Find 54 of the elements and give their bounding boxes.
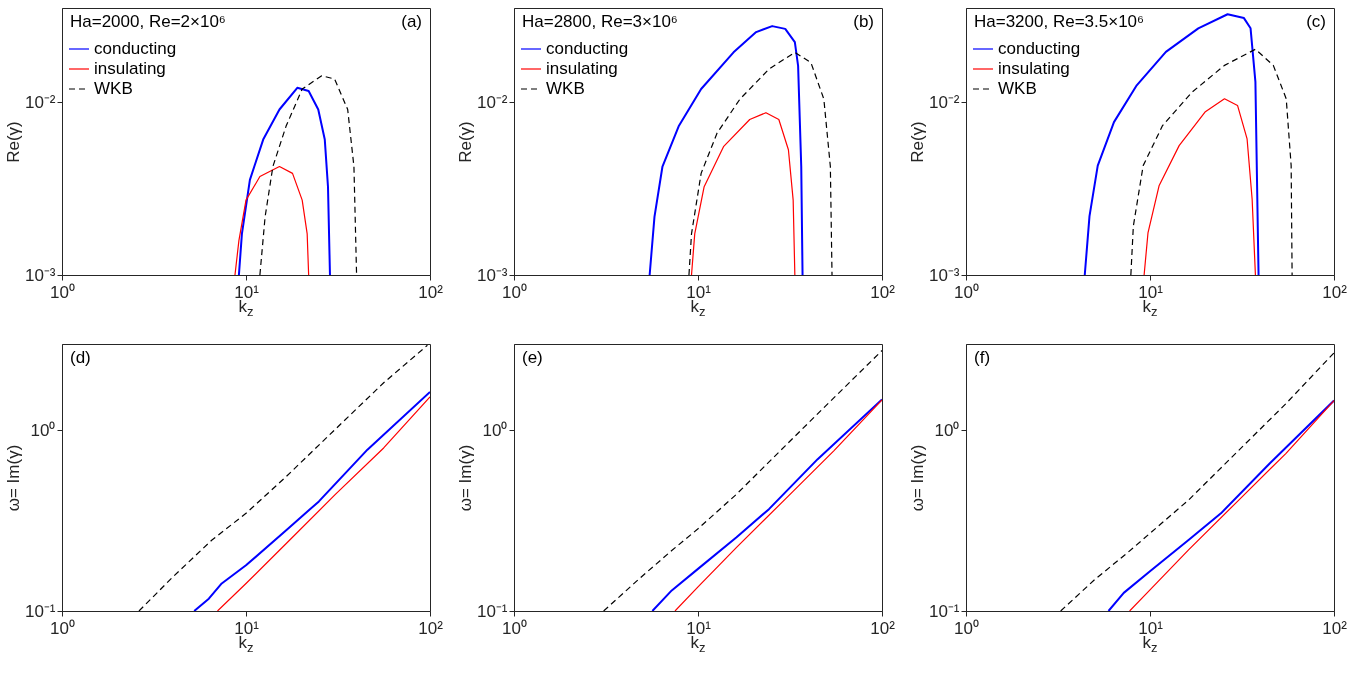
x-tick-label: 10² <box>870 618 896 638</box>
y-tick-label: 10⁰ <box>934 420 960 440</box>
annotation: (b) <box>853 12 874 31</box>
x-tick-label: 10⁰ <box>502 618 527 638</box>
x-tick-label: 10² <box>1322 618 1348 638</box>
y-axis-title: Re(γ) <box>455 121 475 163</box>
y-axis-title: ω= Im(γ) <box>455 444 475 512</box>
annotation: Ha=2000, Re=2×10⁶ <box>70 12 226 31</box>
x-tick-label: 10² <box>1322 282 1348 302</box>
x-tick-label: 10⁰ <box>50 282 75 302</box>
legend-label: insulating <box>546 59 618 78</box>
x-tick-label: 10⁰ <box>954 618 979 638</box>
annotation: (a) <box>401 12 422 31</box>
legend-label: conducting <box>546 39 629 58</box>
x-axis-title: k$_{z}$ <box>238 297 254 320</box>
x-axis-title: k$_{z}$ <box>690 633 706 656</box>
legend-label: conducting <box>998 39 1081 58</box>
legend-label: WKB <box>998 79 1037 98</box>
legend-label: insulating <box>998 59 1070 78</box>
x-tick-label: 10⁰ <box>954 282 979 302</box>
annotation: (c) <box>1306 12 1326 31</box>
y-axis-title: ω= Im(γ) <box>907 444 927 512</box>
x-tick-label: 10² <box>870 282 896 302</box>
y-tick-label: 10⁻³ <box>24 265 56 285</box>
annotation: (e) <box>522 348 543 367</box>
annotation: (d) <box>70 348 91 367</box>
x-axis-title: k$_{z}$ <box>690 297 706 320</box>
legend-label: conducting <box>94 39 177 58</box>
y-tick-label: 10⁻² <box>928 92 960 112</box>
y-tick-label: 10⁻² <box>24 92 56 112</box>
y-tick-label: 10⁻² <box>476 92 508 112</box>
legend-label: WKB <box>546 79 585 98</box>
y-tick-label: 10⁰ <box>482 420 508 440</box>
y-tick-label: 10⁻¹ <box>24 601 56 621</box>
y-tick-label: 10⁰ <box>30 420 56 440</box>
y-tick-label: 10⁻³ <box>476 265 508 285</box>
x-tick-label: 10² <box>418 282 444 302</box>
x-tick-label: 10⁰ <box>50 618 75 638</box>
y-tick-label: 10⁻³ <box>928 265 960 285</box>
x-axis-title: k$_{z}$ <box>1142 633 1158 656</box>
x-axis-title: k$_{z}$ <box>1142 297 1158 320</box>
y-axis-title: Re(γ) <box>907 121 927 163</box>
y-axis-title: ω= Im(γ) <box>3 444 23 512</box>
x-axis-title: k$_{z}$ <box>238 633 254 656</box>
x-tick-label: 10⁰ <box>502 282 527 302</box>
legend-label: WKB <box>94 79 133 98</box>
legend-label: insulating <box>94 59 166 78</box>
y-tick-label: 10⁻¹ <box>476 601 508 621</box>
annotation: (f) <box>974 348 991 367</box>
annotation: Ha=2800, Re=3×10⁶ <box>522 12 678 31</box>
x-tick-label: 10² <box>418 618 444 638</box>
annotation: Ha=3200, Re=3.5×10⁶ <box>974 12 1145 31</box>
y-tick-label: 10⁻¹ <box>928 601 960 621</box>
y-axis-title: Re(γ) <box>3 121 23 163</box>
